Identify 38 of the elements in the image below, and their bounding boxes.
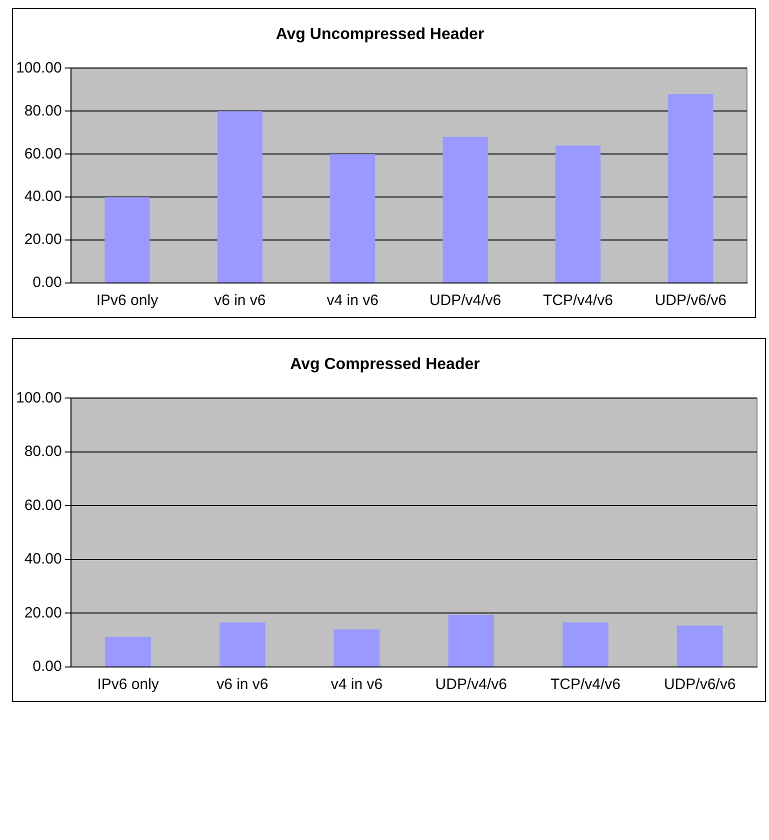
bar bbox=[448, 614, 494, 666]
bar bbox=[555, 146, 601, 282]
chart-title: Avg Compressed Header bbox=[290, 356, 480, 374]
x-tick-label: UDP/v6/v6 bbox=[664, 676, 736, 694]
x-tick-label: TCP/v4/v6 bbox=[542, 292, 613, 310]
bar bbox=[442, 136, 488, 282]
bar bbox=[562, 622, 608, 666]
x-tick-label: IPv6 only bbox=[97, 676, 160, 694]
y-tick-label: 40.00 bbox=[24, 550, 62, 568]
bar bbox=[334, 629, 380, 666]
chart-title: Avg Uncompressed Header bbox=[276, 26, 484, 44]
x-tick-label: IPv6 only bbox=[96, 292, 159, 310]
bar bbox=[668, 94, 714, 282]
bar bbox=[330, 154, 376, 282]
x-tick-label: UDP/v4/v6 bbox=[429, 292, 502, 310]
y-tick-label: 100.00 bbox=[16, 59, 62, 76]
y-tick-label: 0.00 bbox=[32, 274, 62, 292]
y-tick-label: 0.00 bbox=[32, 658, 62, 676]
y-tick-label: 80.00 bbox=[24, 102, 62, 120]
x-tick-label: v4 in v6 bbox=[330, 676, 383, 694]
y-tick-label: 80.00 bbox=[24, 443, 62, 460]
bar bbox=[104, 197, 150, 282]
bar bbox=[676, 626, 723, 666]
y-tick-label: 20.00 bbox=[24, 231, 62, 248]
x-tick-label: UDP/v4/v6 bbox=[435, 676, 507, 694]
y-tick-label: 40.00 bbox=[24, 188, 62, 206]
x-tick-label: v4 in v6 bbox=[326, 292, 378, 310]
bar bbox=[105, 636, 151, 666]
y-tick-label: 60.00 bbox=[24, 145, 62, 162]
x-tick-label: v6 in v6 bbox=[216, 676, 268, 694]
y-tick-label: 20.00 bbox=[24, 604, 62, 622]
x-tick-label: TCP/v4/v6 bbox=[550, 676, 620, 694]
x-tick-label: v6 in v6 bbox=[214, 292, 266, 310]
bar bbox=[217, 111, 262, 282]
x-tick-label: UDP/v6/v6 bbox=[654, 292, 727, 310]
y-tick-label: 60.00 bbox=[24, 496, 62, 514]
y-tick-label: 100.00 bbox=[16, 389, 62, 406]
bar bbox=[220, 622, 266, 666]
